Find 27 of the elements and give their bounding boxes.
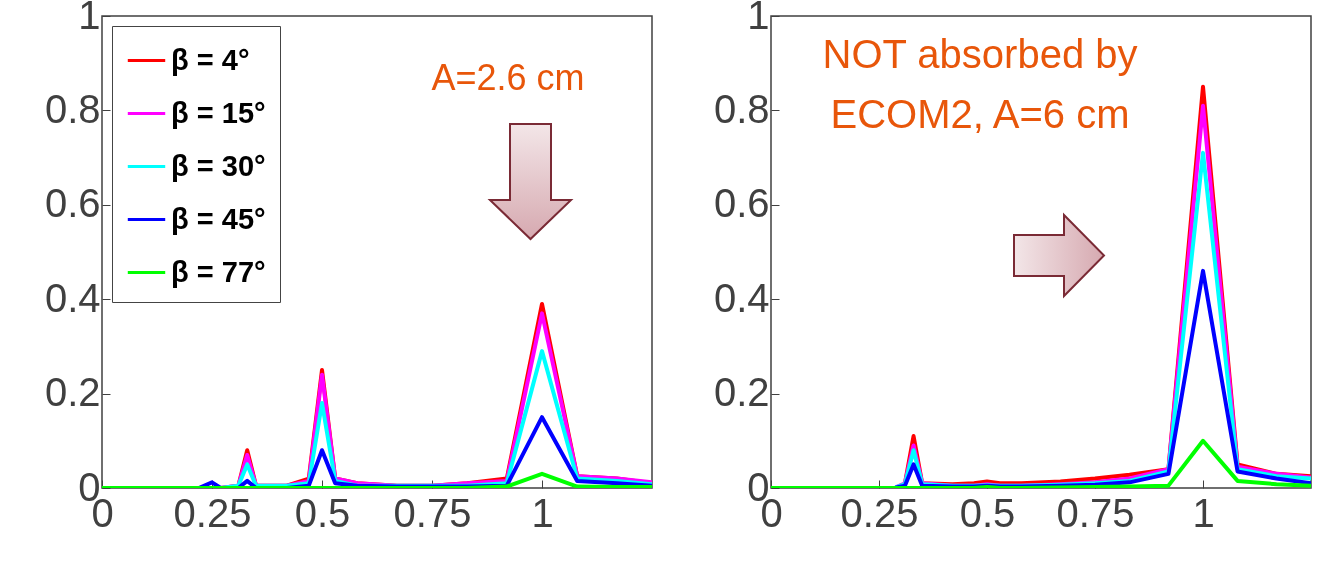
- y-tick-label: 0.8: [44, 86, 101, 131]
- x-tick-label: 0.25: [173, 490, 252, 535]
- y-tick-label: 0.6: [713, 181, 770, 226]
- line-series: [771, 438, 1311, 488]
- y-tick-label: 1: [78, 0, 101, 37]
- annotation: NOT absorbed by ECOM2, A=6 cm: [822, 32, 1138, 136]
- x-tick-label: 1: [1192, 490, 1215, 535]
- x-tick-label: 0.5: [294, 490, 351, 535]
- legend-label: β = 45°: [171, 202, 266, 235]
- legend-label: β = 15°: [171, 96, 266, 129]
- legend-label: β = 30°: [171, 149, 266, 182]
- legend-label: β = 77°: [171, 255, 266, 288]
- y-tick-label: 0.4: [713, 275, 770, 320]
- y-tick-label: 0.2: [713, 370, 770, 415]
- x-tick-label: 0.5: [959, 490, 1016, 535]
- y-tick-label: 0.8: [713, 86, 770, 131]
- x-tick-label: 0.75: [1056, 490, 1135, 535]
- annotation: A=2.6 cm: [431, 57, 585, 98]
- x-tick-label: 1: [531, 490, 554, 535]
- y-tick-label: 0.4: [44, 275, 101, 320]
- y-tick-label: 0.2: [44, 370, 101, 415]
- y-tick-label: 0.6: [44, 181, 101, 226]
- x-tick-label: 0.25: [840, 490, 919, 535]
- x-tick-label: 0.75: [393, 490, 472, 535]
- line-series: [102, 471, 652, 488]
- y-tick-label: 1: [747, 0, 770, 37]
- legend-label: β = 4°: [171, 43, 250, 76]
